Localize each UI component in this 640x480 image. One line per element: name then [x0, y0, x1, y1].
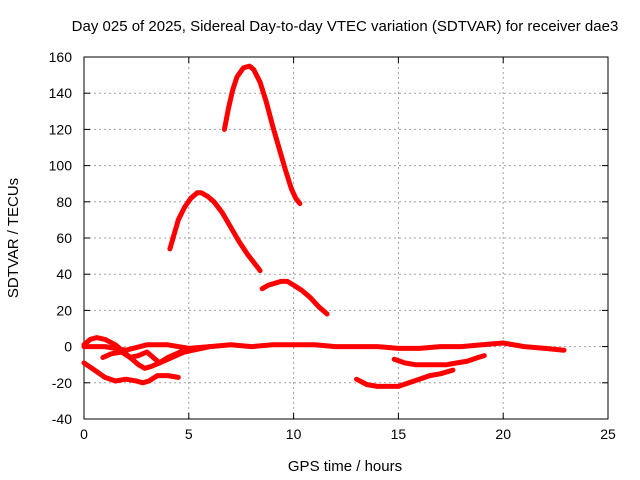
y-tick-label: 40: [56, 266, 72, 282]
x-tick-label: 20: [495, 426, 511, 442]
series-arc-mid-left: [100, 347, 188, 366]
grid: [84, 57, 608, 419]
x-tick-label: 0: [80, 426, 88, 442]
series-arc-low-left: [81, 360, 181, 386]
y-tick-label: 80: [56, 194, 72, 210]
y-tick-label: 140: [49, 85, 73, 101]
y-tick-label: 120: [49, 121, 73, 137]
y-axis-label: SDTVAR / TECUs: [5, 178, 22, 298]
y-tick-label: 0: [64, 339, 72, 355]
series-arc-peak-85: [167, 190, 263, 274]
series-arc-start-wave: [81, 335, 213, 371]
x-tick-label: 25: [600, 426, 616, 442]
series-arc-mid-right: [391, 353, 487, 368]
y-tick-label: 60: [56, 230, 72, 246]
plot-frame: [83, 56, 609, 420]
y-tick-label: -40: [52, 411, 72, 427]
x-tick-label: 10: [286, 426, 302, 442]
chart-title: Day 025 of 2025, Sidereal Day-to-day VTE…: [72, 18, 619, 35]
x-tick-label: 15: [391, 426, 407, 442]
series-arc-low-right: [354, 367, 456, 389]
x-tick-label: 5: [185, 426, 193, 442]
tick-labels: 0 5 10 15 20 25 -40 -20 0 20 40 60 80 100 120 140 160: [49, 49, 616, 442]
y-tick-label: 160: [49, 49, 73, 65]
y-tick-label: -20: [52, 375, 72, 391]
series-group: [81, 63, 567, 389]
y-tick-label: 20: [56, 302, 72, 318]
y-tick-label: 100: [49, 158, 73, 174]
plot-border: [83, 56, 609, 420]
x-axis-label: GPS time / hours: [288, 458, 402, 475]
series-arc-peak-36: [259, 278, 330, 317]
series-arc-peak-155: [221, 63, 303, 207]
series-arc-near-zero: [81, 340, 567, 353]
